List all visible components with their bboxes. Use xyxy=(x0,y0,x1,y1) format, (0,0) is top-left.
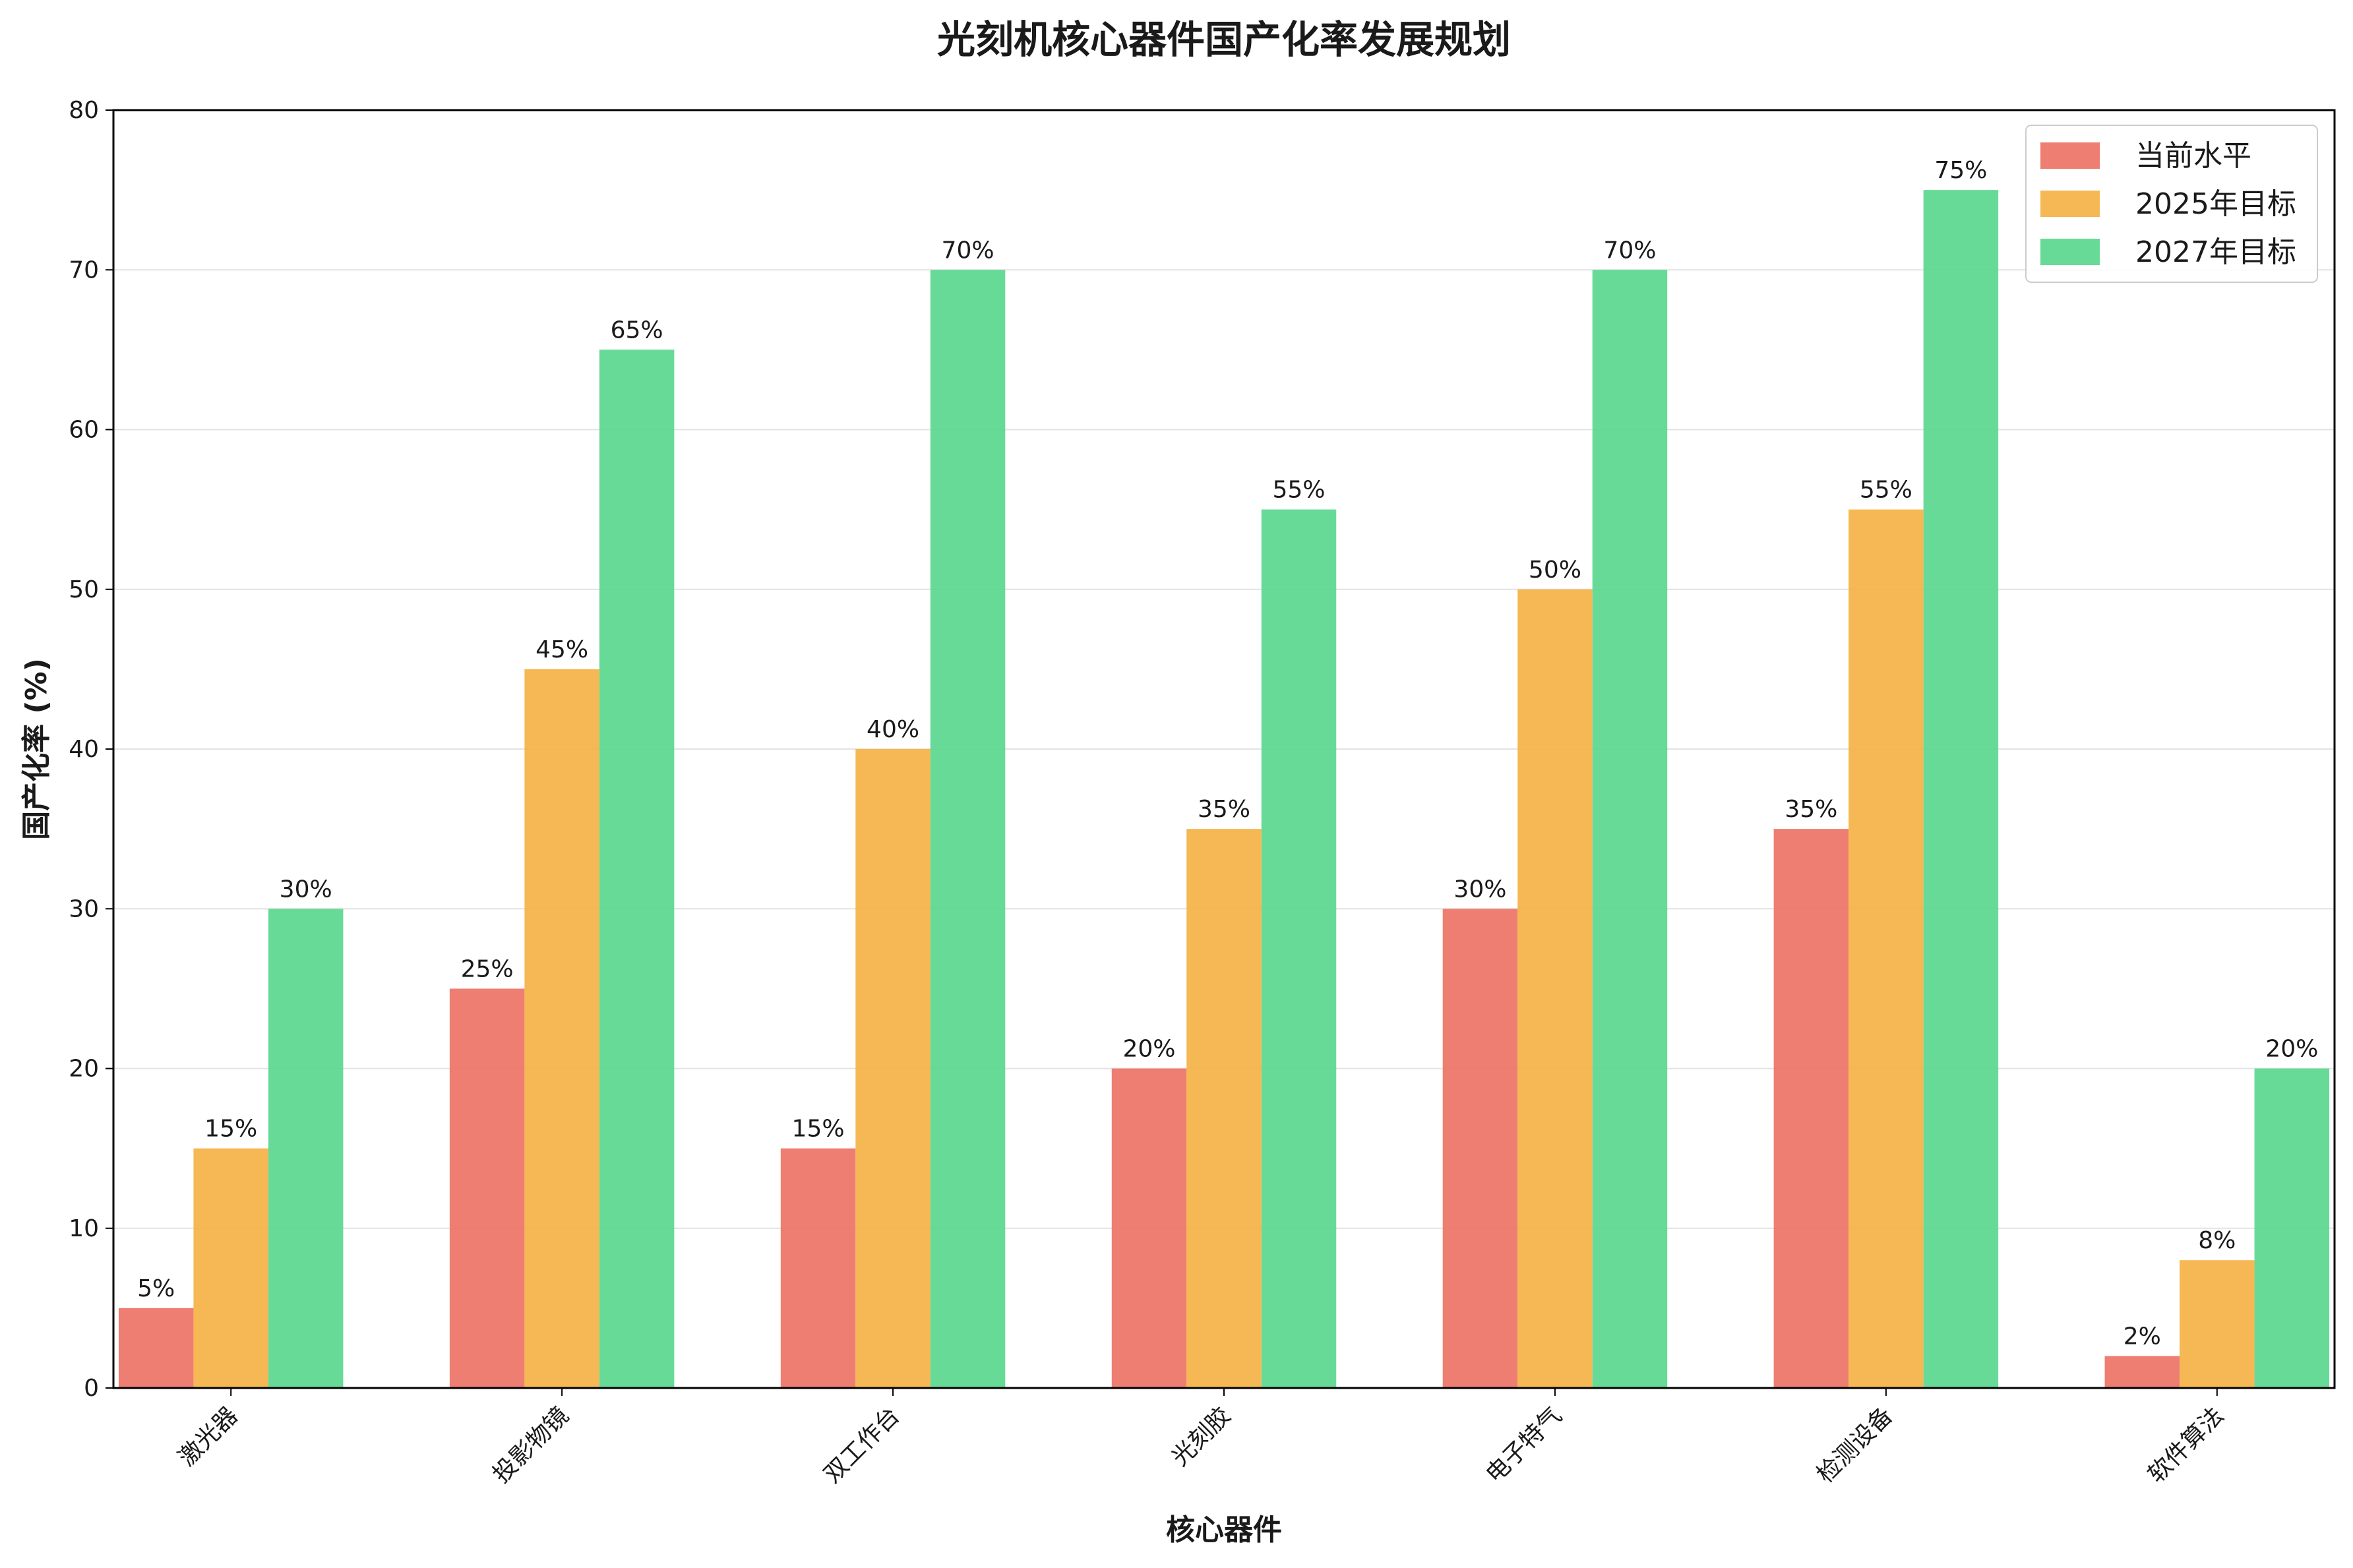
legend-label: 当前水平 xyxy=(2135,139,2251,173)
bar-value-label: 65% xyxy=(611,317,663,344)
bar-value-label: 50% xyxy=(1529,557,1581,584)
y-tick-label: 40 xyxy=(69,736,99,763)
bar-value-label: 30% xyxy=(280,876,332,903)
bar-value-label: 15% xyxy=(792,1116,845,1143)
bar-value-label: 45% xyxy=(535,636,588,663)
bar xyxy=(780,1148,856,1388)
bar xyxy=(1849,509,1924,1388)
legend-swatch xyxy=(2040,191,2100,217)
bar xyxy=(193,1148,268,1388)
y-axis-label: 国产化率 (%) xyxy=(20,658,53,840)
bar-value-label: 30% xyxy=(1453,876,1506,903)
bar-value-label: 35% xyxy=(1198,796,1250,823)
bar-value-label: 55% xyxy=(1272,477,1325,504)
bar-value-label: 25% xyxy=(461,955,514,982)
bar xyxy=(930,270,1006,1388)
bars xyxy=(118,190,2330,1388)
bar-value-label: 15% xyxy=(204,1116,257,1143)
y-tick-label: 30 xyxy=(69,895,99,922)
y-tick-label: 10 xyxy=(69,1215,99,1242)
legend-label: 2025年目标 xyxy=(2135,187,2296,221)
bar xyxy=(118,1308,194,1388)
bar-value-label: 55% xyxy=(1860,477,1912,504)
legend-swatch xyxy=(2040,142,2100,169)
y-tick-label: 70 xyxy=(69,256,99,284)
legend-swatch xyxy=(2040,239,2100,265)
bar-value-label: 40% xyxy=(867,716,919,743)
bar xyxy=(1517,589,1593,1388)
bar xyxy=(268,909,344,1388)
bar xyxy=(1592,270,1668,1388)
bar-value-label: 70% xyxy=(1603,237,1656,264)
bar xyxy=(2104,1356,2180,1388)
bar xyxy=(449,988,525,1388)
bar-value-label: 2% xyxy=(2124,1323,2161,1350)
bar xyxy=(855,749,931,1388)
bar xyxy=(1923,190,1999,1388)
y-axis: 0 10 20 30 40 50 60 70 80 xyxy=(69,97,113,1402)
bar-value-label: 8% xyxy=(2198,1227,2236,1254)
bar xyxy=(1261,509,1337,1388)
bar xyxy=(1773,829,1849,1388)
y-tick-label: 60 xyxy=(69,417,99,444)
bar-value-label: 5% xyxy=(137,1275,175,1302)
bar xyxy=(2254,1068,2330,1388)
legend-label: 2027年目标 xyxy=(2135,235,2296,269)
y-tick-label: 20 xyxy=(69,1056,99,1083)
bar-value-label: 75% xyxy=(1934,157,1987,184)
bar-value-label: 35% xyxy=(1785,796,1837,823)
chart-title: 光刻机核心器件国产化率发展规划 xyxy=(937,17,1511,62)
bar xyxy=(599,349,675,1388)
bar xyxy=(1111,1068,1187,1388)
bar xyxy=(2180,1260,2255,1388)
bar-value-label: 20% xyxy=(2265,1036,2318,1063)
legend: 当前水平 2025年目标 2027年目标 xyxy=(2025,125,2318,283)
y-tick-label: 50 xyxy=(69,576,99,603)
bar xyxy=(1442,909,1518,1388)
y-tick-label: 80 xyxy=(69,97,99,124)
bar-value-label: 20% xyxy=(1122,1036,1175,1063)
bar xyxy=(524,669,599,1388)
data-labels: 5% 15% 30% 25% 45% 65% 15% 40% 70% 20% 35% 55% 30% 50… xyxy=(137,157,2318,1350)
bar-value-label: 70% xyxy=(942,237,994,264)
bar xyxy=(1186,829,1262,1388)
y-tick-label: 0 xyxy=(84,1375,99,1402)
x-axis-label: 核心器件 xyxy=(1166,1513,1282,1547)
